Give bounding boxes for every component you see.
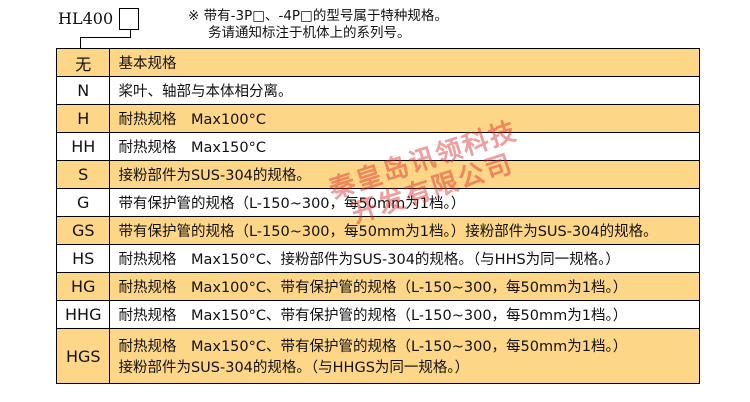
description-line: 耐热规格 Max100°C、带有保护管的规格（L-150~300，每50mm为1… <box>118 280 628 296</box>
suffix-code: H <box>55 104 111 133</box>
suffix-code: HHG <box>55 300 111 329</box>
connector-line <box>80 37 81 48</box>
spec-description: 接粉部件为SUS-304的规格。 <box>109 160 700 189</box>
table-row: H 耐热规格 Max100°C <box>55 104 700 133</box>
suffix-code: HG <box>55 272 111 301</box>
suffix-code: S <box>55 160 111 189</box>
suffix-code: G <box>55 188 111 217</box>
description-line: 带有保护管的规格（L-150~300，每50mm为1档。）接粉部件为SUS-30… <box>118 224 658 240</box>
description-line: 耐热规格 Max150°C、带有保护管的规格（L-150~300，每50mm为1… <box>118 308 628 324</box>
table-row: S 接粉部件为SUS-304的规格。 <box>55 160 700 189</box>
table-row: N 桨叶、轴部与本体相分离。 <box>55 76 700 105</box>
spec-description: 耐热规格 Max100°C、带有保护管的规格（L-150~300，每50mm为1… <box>109 272 700 301</box>
suffix-code: HS <box>55 244 111 273</box>
suffix-code: HH <box>55 132 111 161</box>
table-row: 无基本规格 <box>55 48 700 77</box>
table-row: G 带有保护管的规格（L-150~300，每50mm为1档。） <box>55 188 700 217</box>
suffix-box <box>119 8 139 30</box>
description-line: 耐热规格 Max150°C、接粉部件为SUS-304的规格。（与HHS为同一规格… <box>118 252 620 268</box>
description-line: 接粉部件为SUS-304的规格。（与HHGS为同一规格。） <box>118 360 470 376</box>
table-row: HH 耐热规格 Max150°C <box>55 132 700 161</box>
table-row: HGS 耐热规格 Max150°C、带有保护管的规格（L-150~300，每50m… <box>55 328 700 384</box>
connector-line <box>130 29 131 38</box>
table-row: HHG 耐热规格 Max150°C、带有保护管的规格（L-150~300，每50m… <box>55 300 700 329</box>
spec-table: 无基本规格 N 桨叶、轴部与本体相分离。 H 耐热规格 Max100°C HH 耐热规格 M… <box>55 48 700 384</box>
spec-description: 耐热规格 Max100°C <box>109 104 700 133</box>
spec-description: 桨叶、轴部与本体相分离。 <box>109 76 700 105</box>
spec-description: 耐热规格 Max150°C、接粉部件为SUS-304的规格。（与HHS为同一规格… <box>109 244 700 273</box>
description-line: 耐热规格 Max150°C <box>118 140 266 156</box>
connector-line <box>80 37 131 38</box>
table-row: HG 耐热规格 Max100°C、带有保护管的规格（L-150~300，每50mm… <box>55 272 700 301</box>
description-line: 基本规格 <box>118 56 177 72</box>
table-row: HS 耐热规格 Max150°C、接粉部件为SUS-304的规格。（与HHS为同一… <box>55 244 700 273</box>
spec-description: 耐热规格 Max150°C、带有保护管的规格（L-150~300，每50mm为1… <box>109 300 700 329</box>
description-line: 耐热规格 Max150°C、带有保护管的规格（L-150~300，每50mm为1… <box>118 339 628 355</box>
description-line: 耐热规格 Max100°C <box>118 112 266 128</box>
spec-description: 带有保护管的规格（L-150~300，每50mm为1档。） <box>109 188 700 217</box>
description-line: 接粉部件为SUS-304的规格。 <box>118 168 311 184</box>
suffix-code: N <box>55 76 111 105</box>
spec-description: 耐热规格 Max150°C <box>109 132 700 161</box>
note-line-2: 务请通知标注于机体上的系列号。 <box>208 25 411 41</box>
spec-description: 基本规格 <box>109 48 700 77</box>
suffix-code: GS <box>55 216 111 245</box>
suffix-code: 无 <box>55 48 111 77</box>
spec-description: 耐热规格 Max150°C、带有保护管的规格（L-150~300，每50mm为1… <box>109 328 700 384</box>
special-spec-note: ※ 带有-3P□、-4P□的型号属于特种规格。 务请通知标注于机体上的系列号。 <box>188 8 448 42</box>
suffix-code: HGS <box>55 328 111 384</box>
note-line-1: ※ 带有-3P□、-4P□的型号属于特种规格。 <box>188 8 448 24</box>
table-row: GS 带有保护管的规格（L-150~300，每50mm为1档。）接粉部件为SUS-… <box>55 216 700 245</box>
model-number: HL400 <box>58 9 114 28</box>
description-line: 桨叶、轴部与本体相分离。 <box>118 84 293 100</box>
description-line: 带有保护管的规格（L-150~300，每50mm为1档。） <box>118 196 466 212</box>
spec-description: 带有保护管的规格（L-150~300，每50mm为1档。）接粉部件为SUS-30… <box>109 216 700 245</box>
